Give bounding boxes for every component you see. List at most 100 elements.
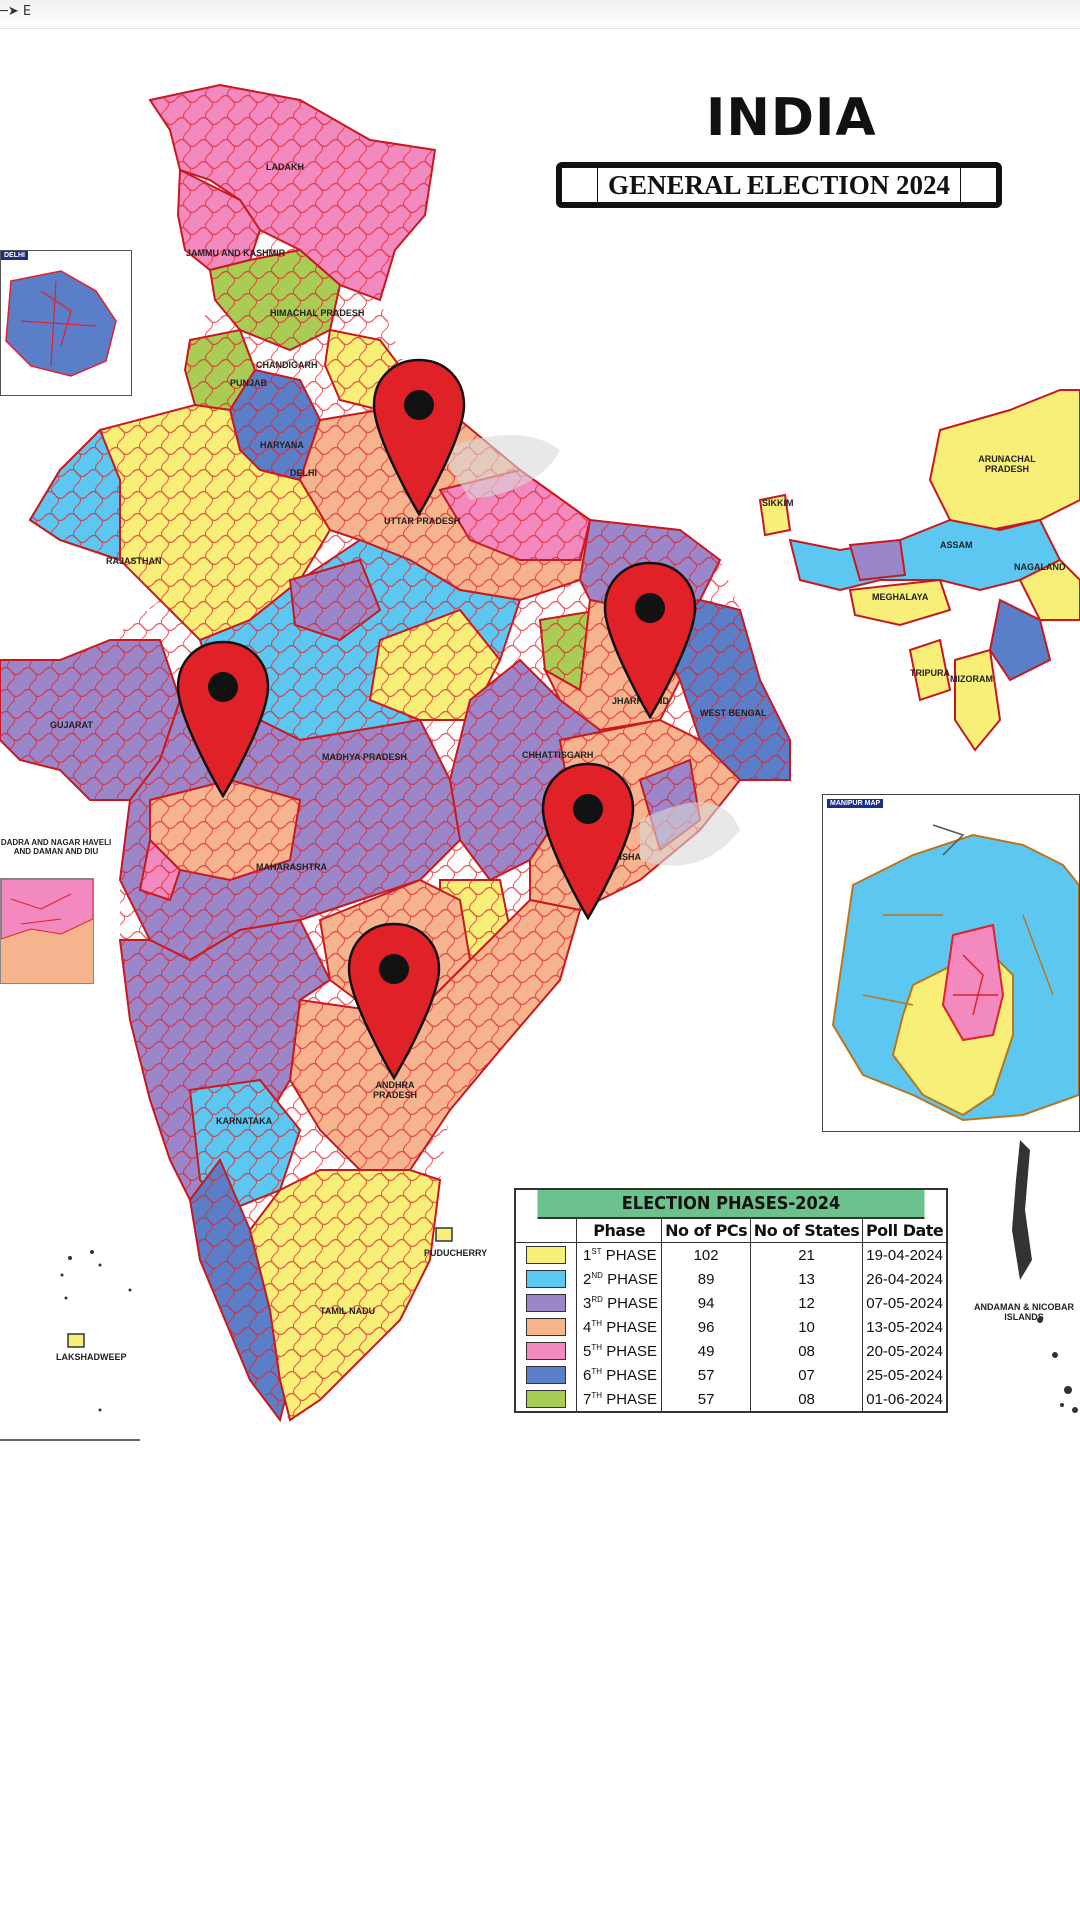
legend-pcs: 57 [661,1363,751,1388]
map-pin-gujarat[interactable] [176,640,270,798]
legend-phase: 4TH PHASE [575,1315,662,1340]
legend-pcs: 89 [661,1267,751,1292]
label-nagaland: NAGALAND [1014,562,1066,572]
legend-date: 07-05-2024 [862,1291,946,1316]
map-pin-jharkhand[interactable] [603,561,697,719]
islands [60,1140,1078,1413]
legend-pcs: 102 [661,1242,751,1268]
region-tripura [908,638,952,702]
delhi-inset: DELHI [0,250,132,396]
map-pin-uttar-pradesh[interactable] [372,358,466,516]
label-madhya-pradesh: MADHYA PRADESH [322,752,407,762]
legend-phase: 1ST PHASE [575,1242,662,1268]
label-andhra-pradesh: ANDHRA PRADESH [372,1080,417,1100]
phase-color-swatch [526,1342,566,1361]
constituency-borders [0,85,790,1420]
legend-row: 7TH PHASE 57 08 01-06-2024 [516,1387,946,1412]
legend-row: 3RD PHASE 94 12 07-05-2024 [516,1291,946,1316]
legend-header-date: Poll Date [862,1219,946,1243]
legend-states: 12 [749,1291,863,1316]
legend-header-swatch [516,1219,577,1243]
legend-date: 25-05-2024 [862,1363,946,1388]
region-arunachal [928,389,1080,532]
legend-date: 13-05-2024 [862,1315,946,1340]
legend-states: 08 [749,1339,863,1364]
dadra-inset-map [0,878,94,983]
phase-color-swatch [526,1270,566,1289]
legend-states: 10 [749,1315,863,1340]
map-title: INDIA [706,88,877,148]
label-meghalaya: MEGHALAYA [872,592,929,602]
puducherry-swatch [435,1227,453,1242]
legend-row: 5TH PHASE 49 08 20-05-2024 [516,1339,946,1364]
delhi-inset-map [5,270,117,377]
phase-color-swatch [526,1390,566,1409]
region-meghalaya [848,578,952,627]
legend-header-row: Phase No of PCs No of States Poll Date [516,1219,946,1243]
label-chandigarh: CHANDIGARH [256,360,318,370]
map-pin-odisha[interactable] [541,762,635,920]
label-andaman: ANDAMAN & NICOBAR ISLANDS [974,1302,1074,1322]
manipur-inset-tag: MANIPUR MAP [827,799,884,808]
label-chhattisgarh: CHHATTISGARH [522,750,594,760]
map-pin-andhra-pradesh[interactable] [347,922,441,1080]
phase-color-swatch [526,1246,566,1265]
legend-pcs: 57 [661,1387,751,1412]
legend-date: 20-05-2024 [862,1339,946,1364]
north-east [758,389,1080,752]
label-dadra: DADRA AND NAGAR HAVELI AND DAMAN AND DIU [0,838,112,856]
compass-indicator: ─➤ E [0,4,32,19]
label-assam: ASSAM [940,540,973,550]
legend-header-phase: Phase [575,1219,662,1243]
subtitle-frame: GENERAL ELECTION 2024 [556,162,1002,208]
region-mizoram [954,648,1002,752]
region-nagaland [1018,558,1080,621]
legend-date: 19-04-2024 [862,1242,946,1268]
legend-header-pcs: No of PCs [661,1219,751,1243]
legend-row: 6TH PHASE 57 07 25-05-2024 [516,1363,946,1388]
label-delhi: DELHI [290,468,317,478]
lakshadweep-swatch [67,1333,85,1348]
legend-pcs: 49 [661,1339,751,1364]
manipur-inset: MANIPUR MAP [822,794,1080,1132]
legend-phase: 6TH PHASE [575,1363,662,1388]
legend-phase: 2ND PHASE [575,1267,662,1292]
label-puducherry: PUDUCHERRY [424,1248,488,1258]
phase-color-swatch [526,1294,566,1313]
legend-header-states: No of States [749,1219,863,1243]
label-maharashtra: MAHARASHTRA [256,862,327,872]
legend-date: 01-06-2024 [862,1387,946,1412]
label-punjab: PUNJAB [230,378,268,388]
legend-phase: 5TH PHASE [575,1339,662,1364]
legend-table: Phase No of PCs No of States Poll Date 1… [516,1219,946,1412]
legend-row: 2ND PHASE 89 13 26-04-2024 [516,1267,946,1292]
label-gujarat: GUJARAT [50,720,93,730]
label-karnataka: KARNATAKA [216,1116,273,1126]
top-bar: ─➤ E [0,0,1080,29]
legend-states: 21 [749,1242,863,1268]
phase-color-swatch [526,1318,566,1337]
label-rajasthan: RAJASTHAN [106,556,162,566]
election-phases-legend: ELECTION PHASES-2024 Phase No of PCs No … [514,1188,948,1414]
label-odisha: ODISHA [606,852,642,862]
legend-row: 4TH PHASE 96 10 13-05-2024 [516,1315,946,1340]
legend-pcs: 94 [661,1291,751,1316]
legend-date: 26-04-2024 [862,1267,946,1292]
legend-states: 13 [749,1267,863,1292]
legend-row: 1ST PHASE 102 21 19-04-2024 [516,1242,946,1268]
map-subtitle: GENERAL ELECTION 2024 [596,166,962,204]
label-west-bengal: WEST BENGAL [700,708,767,718]
region-manipur [988,598,1052,682]
label-jammu-kashmir: JAMMU AND KASHMIR [186,248,286,258]
legend-phase: 7TH PHASE [575,1387,662,1412]
manipur-inset-map [831,824,1080,1122]
label-tamil-nadu: TAMIL NADU [320,1306,376,1316]
label-lakshadweep: LAKSHADWEEP [56,1352,127,1362]
phase-color-swatch [526,1366,566,1385]
legend-phase: 3RD PHASE [575,1291,662,1316]
dadra-inset [0,878,94,984]
region-assam-purple [848,538,907,582]
region-sikkim [758,493,792,537]
label-haryana: HARYANA [260,440,304,450]
legend-states: 08 [749,1387,863,1412]
